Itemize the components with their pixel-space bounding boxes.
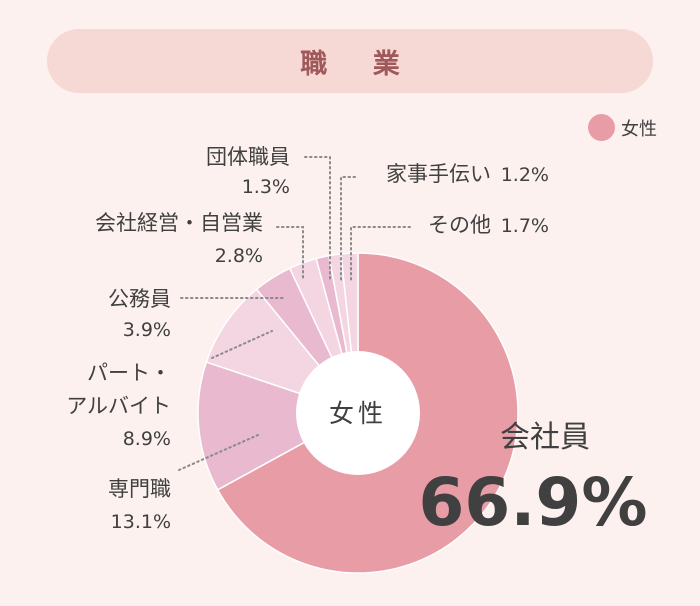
- slice-label-1: 専門職: [108, 477, 171, 501]
- title-bar: 職 業: [47, 29, 653, 93]
- slice-label-3: 公務員: [108, 287, 171, 311]
- legend-swatch: [588, 114, 615, 141]
- slice-value-4: 2.8%: [215, 245, 263, 267]
- leader-line-7: [350, 226, 411, 282]
- slice-value-0: 66.9%: [419, 464, 648, 541]
- slice-labels: 会社員 66.9% 専門職 13.1% パート・アルバイト 8.9% 公務員 3.9% 会社経営…: [66, 145, 647, 541]
- donut-hole: [296, 351, 420, 475]
- leader-line-6: [340, 176, 356, 282]
- leader-line-4: [276, 226, 304, 282]
- slice-label-2-line2: アルバイト: [66, 394, 171, 418]
- slice-value-2: 8.9%: [123, 428, 171, 450]
- pie-slice-1: [197, 361, 360, 491]
- slice-value-3: 3.9%: [123, 319, 171, 341]
- slice-label-6: 家事手伝い: [386, 162, 491, 186]
- slice-value-5: 1.3%: [242, 176, 290, 198]
- legend: 女性: [588, 114, 657, 141]
- leader-line-5: [304, 156, 331, 282]
- slice-label-0: 会社員: [500, 420, 590, 455]
- slice-value-6: 1.2%: [501, 164, 549, 186]
- slice-label-7: その他: [428, 213, 491, 237]
- slice-label-5: 団体職員: [206, 145, 290, 169]
- slice-label-2-line1: パート・: [87, 361, 171, 385]
- center-label: 女性: [329, 399, 387, 428]
- leader-line-2: [211, 330, 273, 359]
- slice-value-1: 13.1%: [111, 511, 171, 533]
- leader-line-1: [178, 434, 259, 471]
- chart-title: 職 業: [300, 48, 418, 80]
- legend-label: 女性: [621, 118, 657, 140]
- slice-value-7: 1.7%: [501, 215, 549, 237]
- slice-label-4: 会社経営・自営業: [95, 211, 263, 235]
- leader-lines: [178, 156, 411, 471]
